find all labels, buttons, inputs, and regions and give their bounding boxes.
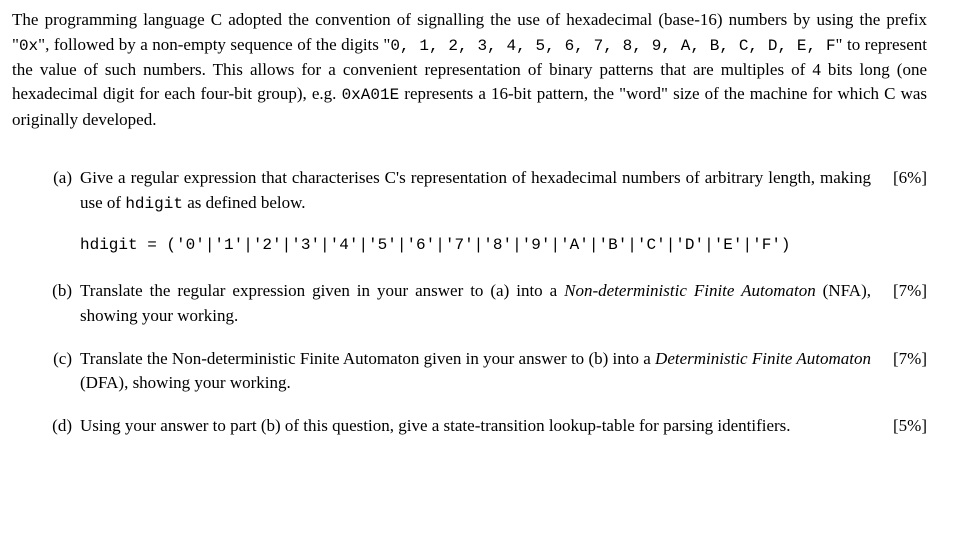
part-b-body: Translate the regular expression given i… bbox=[80, 279, 879, 328]
parts-list: (a) Give a regular expression that chara… bbox=[12, 166, 927, 438]
part-b-marks: [7%] bbox=[879, 279, 927, 304]
part-c-text-1: Translate the Non-deterministic Finite A… bbox=[80, 349, 655, 368]
part-c-body: Translate the Non-deterministic Finite A… bbox=[80, 347, 879, 396]
part-a-codeblock: hdigit = ('0'|'1'|'2'|'3'|'4'|'5'|'6'|'7… bbox=[80, 234, 871, 257]
intro-example-code: 0xA01E bbox=[342, 86, 400, 104]
intro-paragraph: The programming language C adopted the c… bbox=[12, 8, 927, 132]
part-b-text-1: Translate the regular expression given i… bbox=[80, 281, 564, 300]
part-c-text-2: (DFA), showing your working. bbox=[80, 373, 291, 392]
part-c: (c) Translate the Non-deterministic Fini… bbox=[38, 347, 927, 396]
part-a-marks: [6%] bbox=[879, 166, 927, 191]
part-b-emph-nfa: Non-deterministic Finite Automaton bbox=[564, 281, 816, 300]
page: The programming language C adopted the c… bbox=[0, 0, 967, 465]
intro-digits-code: 0, 1, 2, 3, 4, 5, 6, 7, 8, 9, A, B, C, D… bbox=[390, 37, 835, 55]
part-a-text-2: as defined below. bbox=[183, 193, 306, 212]
part-a-label: (a) bbox=[38, 166, 80, 191]
part-d-label: (d) bbox=[38, 414, 80, 439]
part-b-label: (b) bbox=[38, 279, 80, 304]
part-c-label: (c) bbox=[38, 347, 80, 372]
intro-prefix-code: 0x bbox=[19, 37, 38, 55]
part-d-marks: [5%] bbox=[879, 414, 927, 439]
intro-text-2: ", followed by a non-empty sequence of t… bbox=[38, 35, 390, 54]
part-c-emph-dfa: Deterministic Finite Automaton bbox=[655, 349, 871, 368]
part-a-body: Give a regular expression that character… bbox=[80, 166, 879, 261]
part-c-marks: [7%] bbox=[879, 347, 927, 372]
part-d: (d) Using your answer to part (b) of thi… bbox=[38, 414, 927, 439]
part-d-text-1: Using your answer to part (b) of this qu… bbox=[80, 416, 791, 435]
part-b: (b) Translate the regular expression giv… bbox=[38, 279, 927, 328]
part-d-body: Using your answer to part (b) of this qu… bbox=[80, 414, 879, 439]
part-a-code-hdigit: hdigit bbox=[125, 195, 183, 213]
part-a: (a) Give a regular expression that chara… bbox=[38, 166, 927, 261]
